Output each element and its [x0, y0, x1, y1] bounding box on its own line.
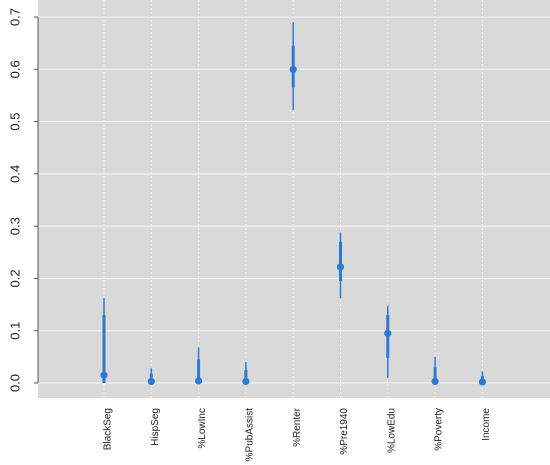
x-tick-label: %Renter	[292, 407, 303, 447]
x-tick-label: %PubAssist	[245, 408, 256, 462]
point-pct-renter	[289, 22, 297, 111]
x-tick-label: BlackSeg	[103, 408, 114, 450]
y-tick-label: 0.5	[7, 113, 22, 131]
point-hispseg	[147, 368, 155, 386]
x-tick-label: %LowEdu	[386, 408, 397, 453]
y-tick-label: 0.4	[7, 165, 22, 183]
estimate-point	[242, 377, 250, 386]
point-pct-poverty	[431, 356, 439, 386]
estimate-point	[195, 377, 203, 385]
y-tick-label: 0.1	[7, 322, 22, 340]
point-pct-pre1940	[336, 232, 345, 299]
estimate-point	[336, 263, 345, 271]
y-tick-label: 0.6	[7, 60, 22, 78]
estimate-point	[147, 377, 155, 386]
estimate-point	[100, 371, 108, 379]
point-pct-lowedu	[384, 305, 392, 378]
series-marks	[100, 22, 486, 386]
point-pct-pubassist	[242, 362, 250, 386]
x-tick-label: %Poverty	[434, 408, 445, 451]
y-tick-label: 0.0	[7, 374, 22, 392]
y-tick-label: 0.2	[7, 269, 22, 287]
y-tick-label: 0.7	[7, 8, 22, 26]
y-axis: 0.0 0.1 0.2 0.3 0.4 0.5 0.6 0.7	[7, 8, 39, 392]
estimate-point	[384, 329, 392, 337]
point-income	[478, 371, 486, 386]
x-tick-label: %LowInc	[197, 408, 208, 449]
x-tick-label: Income	[481, 408, 492, 441]
x-tick-label: HispSeg	[150, 408, 161, 446]
point-pct-lowinc	[195, 347, 203, 385]
grid-layer	[38, 0, 550, 398]
estimate-point	[289, 65, 297, 73]
estimate-point	[431, 377, 439, 386]
point-blackseg	[100, 298, 108, 383]
estimate-point	[478, 378, 486, 386]
x-tick-label: %Pre1940	[339, 408, 350, 455]
x-axis-labels: BlackSeg HispSeg %LowInc %PubAssist %Renter%…	[103, 407, 492, 461]
y-tick-label: 0.3	[7, 217, 22, 235]
